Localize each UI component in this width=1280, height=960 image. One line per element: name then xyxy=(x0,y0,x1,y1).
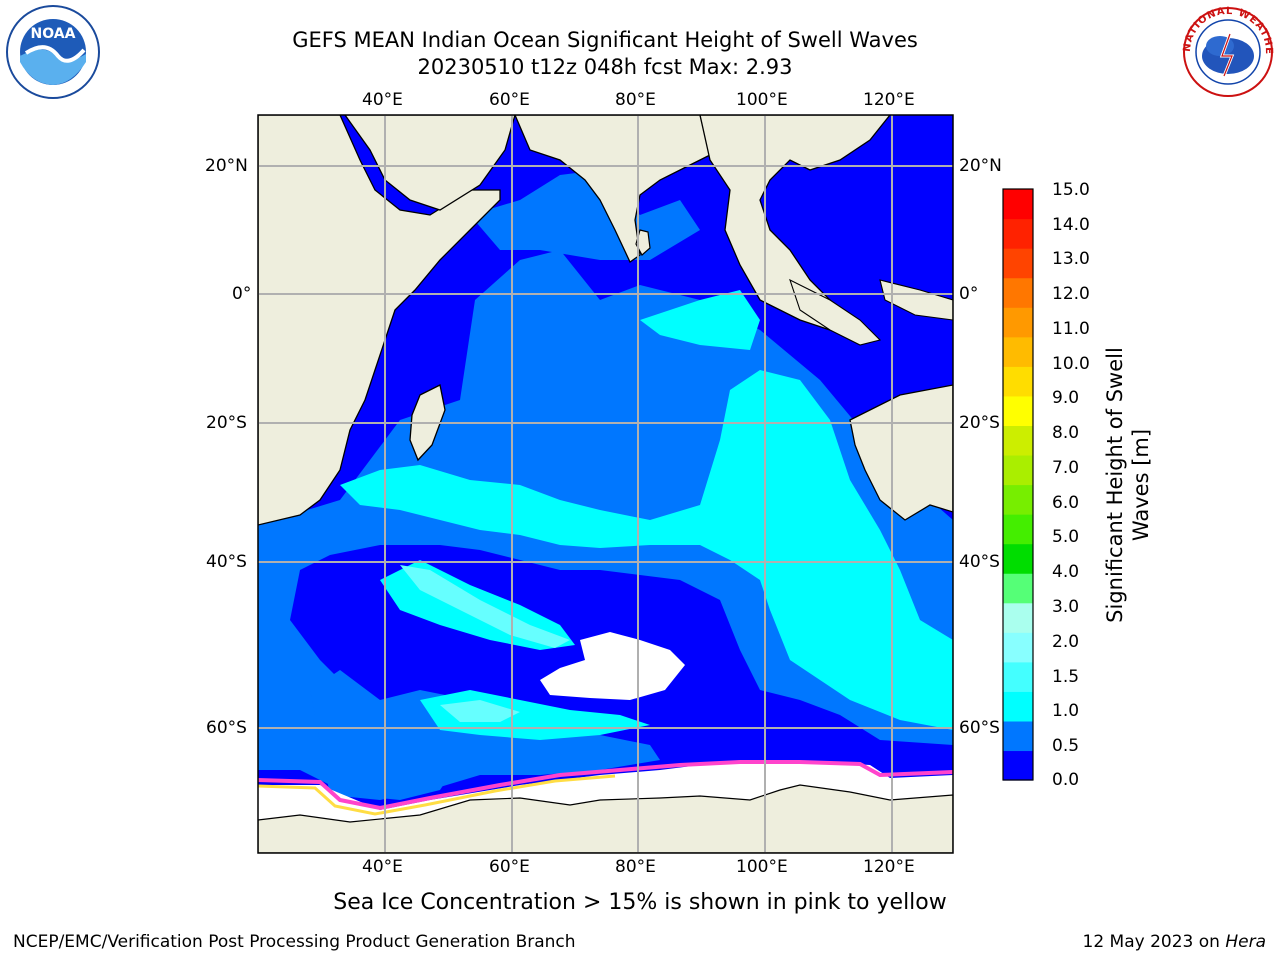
antarctica-coast xyxy=(258,784,953,853)
lat-label-left-60s: 60°S xyxy=(206,718,247,738)
colorbar xyxy=(1003,189,1033,781)
lon-label-bottom-60e: 60°E xyxy=(489,857,530,877)
colorbar-segment xyxy=(1003,395,1033,426)
lat-label-left-40s: 40°S xyxy=(206,552,247,572)
colorbar-label-11: 11.0 xyxy=(1052,319,1090,339)
colorbar-label-0: 0.0 xyxy=(1052,770,1080,790)
swell-band-15-2 xyxy=(400,565,570,648)
map-grid xyxy=(258,115,953,853)
map-border xyxy=(257,114,954,854)
land-arabia xyxy=(344,115,516,211)
colorbar-segment xyxy=(1003,602,1033,633)
land-australia xyxy=(849,384,953,521)
chart-subtitle: 20230510 t12z 048h fcst Max: 2.93 xyxy=(417,55,793,79)
noaa-logo: NOAA xyxy=(6,5,100,99)
sea-ice-edge xyxy=(258,760,953,811)
lon-label-bottom-80e: 80°E xyxy=(615,857,656,877)
colorbar-label-5: 5.0 xyxy=(1052,527,1080,547)
land-se-asia xyxy=(699,115,891,342)
colorbar-label-15: 15.0 xyxy=(1052,180,1090,200)
lon-label-bottom-40e: 40°E xyxy=(362,857,403,877)
colorbar-label-3: 3.0 xyxy=(1052,597,1080,617)
lon-label-bottom-100e: 100°E xyxy=(736,857,788,877)
colorbar-label-10: 10.0 xyxy=(1052,354,1090,374)
colorbar-segment xyxy=(1003,632,1033,663)
colorbar-label-12: 12.0 xyxy=(1052,284,1090,304)
colorbar-segment xyxy=(1003,454,1033,486)
colorbar-label-14: 14.0 xyxy=(1052,215,1090,235)
land-madagascar xyxy=(409,384,446,462)
lat-label-right-20n: 20°N xyxy=(959,156,1002,176)
lon-label-top-80e: 80°E xyxy=(615,90,656,110)
swell-band-1-15 xyxy=(340,370,953,730)
colorbar-label-6: 6.0 xyxy=(1052,493,1080,513)
swell-band-1-15-south xyxy=(420,690,650,740)
colorbar-label-8: 8.0 xyxy=(1052,423,1080,443)
colorbar-segment xyxy=(1003,661,1033,692)
colorbar-label-1-5: 1.5 xyxy=(1052,667,1080,687)
colorbar-segment xyxy=(1003,720,1033,752)
colorbar-segment xyxy=(1003,277,1033,308)
map-area xyxy=(258,115,953,853)
colorbar-segment xyxy=(1003,307,1033,338)
swell-band-1-15-nw xyxy=(380,560,575,650)
land-indonesia xyxy=(789,278,953,346)
colorbar-segment xyxy=(1003,691,1033,722)
colorbar-label-2: 2.0 xyxy=(1052,632,1080,652)
ocean-background xyxy=(258,115,953,853)
swell-band-1-15-north xyxy=(640,290,760,350)
colorbar-label-0-5: 0.5 xyxy=(1052,736,1080,756)
lat-label-left-20s: 20°S xyxy=(206,413,247,433)
lat-label-left-0: 0° xyxy=(232,284,252,304)
swell-band-05-1 xyxy=(258,250,953,800)
swell-band-05-1-north xyxy=(470,170,700,260)
swell-band-15-2-south xyxy=(440,700,520,722)
date-text: 12 May 2023 on Hera xyxy=(1083,932,1267,952)
host-name: Hera xyxy=(1225,932,1266,952)
colorbar-border xyxy=(1002,188,1034,781)
antarctic-ice-zone xyxy=(258,762,953,853)
colorbar-segment xyxy=(1003,218,1033,249)
colorbar-segment xyxy=(1003,336,1033,367)
sea-ice-fringe xyxy=(258,774,616,816)
nws-logo: NATIONAL WEATHER SERVICE xyxy=(1178,6,1273,97)
lat-label-right-0: 0° xyxy=(959,284,979,304)
colorbar-segment xyxy=(1003,543,1033,574)
colorbar-segment xyxy=(1003,366,1033,397)
colorbar-label-4: 4.0 xyxy=(1052,562,1080,582)
colorbar-title: Significant Height of Swell Waves [m] xyxy=(1102,285,1154,685)
lon-label-top-100e: 100°E xyxy=(736,90,788,110)
lat-label-right-60s: 60°S xyxy=(959,718,1000,738)
colorbar-segment xyxy=(1003,425,1033,456)
colorbar-label-1: 1.0 xyxy=(1052,701,1080,721)
colorbar-segment xyxy=(1003,750,1033,781)
swell-band-05-1-sw xyxy=(310,670,660,800)
no-data-patch xyxy=(540,632,685,700)
colorbar-label-13: 13.0 xyxy=(1052,249,1090,269)
svg-text:NOAA: NOAA xyxy=(31,26,76,42)
colorbar-segment xyxy=(1003,189,1033,220)
lon-label-top-60e: 60°E xyxy=(489,90,530,110)
lat-label-left-20n: 20°N xyxy=(205,156,248,176)
colorbar-title-line1: Significant Height of Swell xyxy=(1103,347,1127,623)
land-india xyxy=(514,115,711,263)
sea-ice-note: Sea Ice Concentration > 15% is shown in … xyxy=(333,890,947,915)
chart-title: GEFS MEAN Indian Ocean Significant Heigh… xyxy=(292,28,918,52)
lat-label-right-20s: 20°S xyxy=(959,413,1000,433)
colorbar-label-7: 7.0 xyxy=(1052,458,1080,478)
land-africa xyxy=(258,115,501,526)
colorbar-segment xyxy=(1003,248,1033,279)
lon-label-top-120e: 120°E xyxy=(863,90,915,110)
colorbar-segment xyxy=(1003,514,1033,545)
colorbar-segment xyxy=(1003,573,1033,604)
lon-label-bottom-120e: 120°E xyxy=(863,857,915,877)
date-prefix: 12 May 2023 on xyxy=(1082,932,1226,952)
land-sri-lanka xyxy=(635,229,651,256)
lat-label-right-40s: 40°S xyxy=(959,552,1000,572)
credit-text: NCEP/EMC/Verification Post Processing Pr… xyxy=(13,932,576,952)
colorbar-label-9: 9.0 xyxy=(1052,388,1080,408)
colorbar-title-line2: Waves [m] xyxy=(1129,428,1153,542)
colorbar-segment xyxy=(1003,484,1033,515)
lon-label-top-40e: 40°E xyxy=(362,90,403,110)
